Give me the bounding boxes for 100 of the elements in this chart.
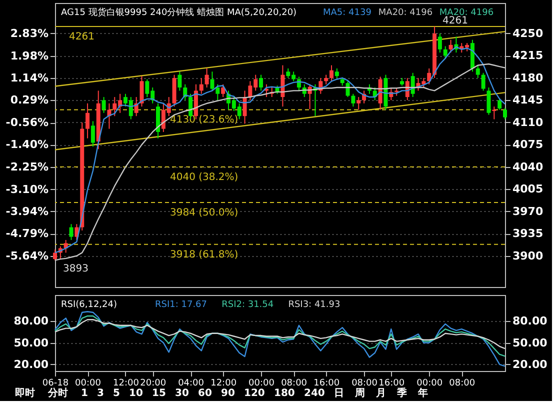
text: 15 [152, 388, 166, 399]
y-tick-label: 4215 [512, 49, 544, 62]
candlestick [498, 98, 502, 110]
text: 即时 [15, 387, 35, 399]
text: 1 [81, 388, 88, 399]
candlestick [210, 71, 214, 92]
x-tick-label: 16:00 [314, 378, 340, 388]
text: 3 [97, 388, 104, 399]
x-tick-label: 08:00 [352, 378, 378, 388]
candlestick [178, 71, 182, 92]
text: 60 [198, 388, 212, 399]
y2-tick-label: 2.83% [10, 26, 48, 40]
candlestick [216, 84, 220, 101]
y-tick-label: 4040 [512, 160, 544, 174]
y-tick-label: 4005 [512, 182, 544, 196]
y-tick-label: 3900 [512, 249, 544, 262]
text: 240 [304, 388, 325, 399]
candlestick [86, 102, 90, 139]
candlestick [69, 224, 74, 240]
y-tick-label: 3970 [512, 204, 544, 218]
y-tick-label: 50.00 [14, 336, 49, 350]
x-tick-label: 12:00 [210, 378, 237, 388]
y2-tick-label: -3.94% [6, 204, 48, 218]
candlestick [481, 72, 486, 92]
candlestick [140, 76, 144, 108]
y-tick-label: 20.00 [14, 358, 49, 371]
x-tick-label: 08:00 [449, 378, 476, 388]
series-label: RSI1: 17.67 [155, 300, 208, 310]
y2-tick-label: 1.14% [10, 71, 48, 84]
candlestick [221, 84, 226, 98]
candlestick [90, 120, 95, 148]
text: 日 [334, 388, 344, 399]
x-tick-label: 06-18 [42, 378, 69, 388]
candlestick [476, 64, 480, 78]
x-tick-label: 08:00 [281, 378, 308, 388]
text: 180 [274, 388, 295, 399]
candlestick [351, 93, 356, 108]
candlestick [53, 249, 57, 261]
text: RSI(6,12,24) [61, 300, 117, 310]
text: MA20: 4196 [378, 8, 433, 18]
candlestick [259, 74, 264, 92]
text: 5 [113, 388, 120, 399]
x-tick-label: 16:00 [378, 378, 405, 388]
y2-tick-label: -1.40% [6, 138, 48, 152]
x-tick-label: 04:00 [178, 378, 204, 388]
annotation: 3893 [63, 263, 88, 274]
y-tick-label: 3935 [512, 227, 544, 240]
text: 30 [175, 388, 189, 399]
text: 分时 [47, 387, 68, 399]
candlestick [356, 96, 361, 110]
y-tick-label: 4250 [512, 26, 544, 40]
text: 月 [375, 388, 386, 399]
text: 10 [129, 388, 143, 399]
y2-tick-label: -5.64% [6, 250, 48, 262]
candlestick [448, 39, 453, 54]
candlestick [330, 64, 334, 82]
x-tick-label: 20:00 [140, 378, 166, 388]
candlestick [438, 32, 442, 54]
text: 季 [396, 387, 408, 399]
line-series [54, 315, 506, 357]
text: 周 [354, 387, 365, 399]
y2-tick-label: -2.25% [6, 160, 48, 174]
line-series [54, 319, 506, 350]
text: RSI2: 31.54 [222, 300, 274, 310]
ref-line-label: 4040 (38.2%) [170, 172, 238, 183]
y-tick-label: 4145 [512, 94, 544, 107]
y2-tick-label: -4.79% [6, 227, 48, 240]
candlestick [334, 68, 339, 78]
y-tick-label: 4075 [512, 138, 544, 152]
ref-line-label: 4261 [69, 32, 94, 43]
y-tick-label: 80.00 [14, 314, 49, 328]
candlestick [346, 80, 350, 98]
y2-tick-label: 1.98% [10, 49, 48, 62]
y2-tick-label: 0.29% [10, 94, 48, 107]
text: 120 [244, 388, 265, 399]
candlestick [204, 68, 209, 88]
x-tick-label: 00:00 [416, 378, 443, 388]
candlestick [443, 46, 448, 60]
x-tick-label: 00:00 [75, 378, 102, 388]
line-series [54, 311, 506, 367]
text: 年 [417, 387, 428, 399]
y2-tick-label: -3.10% [6, 182, 48, 196]
text: AG15 现货白银9995 240分钟线 蜡烛图 MA(5,20,20,20) [61, 7, 297, 18]
x-tick-label: 00:00 [248, 378, 275, 388]
candlestick [102, 96, 106, 114]
text: RSI3: 41.93 [288, 300, 340, 310]
text: 90 [221, 388, 235, 399]
ref-line-label: 3918 (61.8%) [170, 249, 238, 260]
text: MA5: 4139 [323, 8, 372, 18]
candlestick [486, 87, 491, 116]
candlestick [199, 77, 204, 94]
candlestick [503, 107, 507, 120]
y-tick-label: 4180 [512, 71, 544, 84]
annotation: 4261 [442, 16, 468, 27]
candlestick [492, 106, 496, 120]
x-tick-label: 12:00 [113, 378, 140, 388]
y-tick-label: 4110 [512, 116, 544, 129]
y2-tick-label: -0.56% [6, 116, 48, 130]
ref-line-label: 3984 (50.0%) [170, 208, 238, 218]
candlestick [324, 74, 328, 85]
